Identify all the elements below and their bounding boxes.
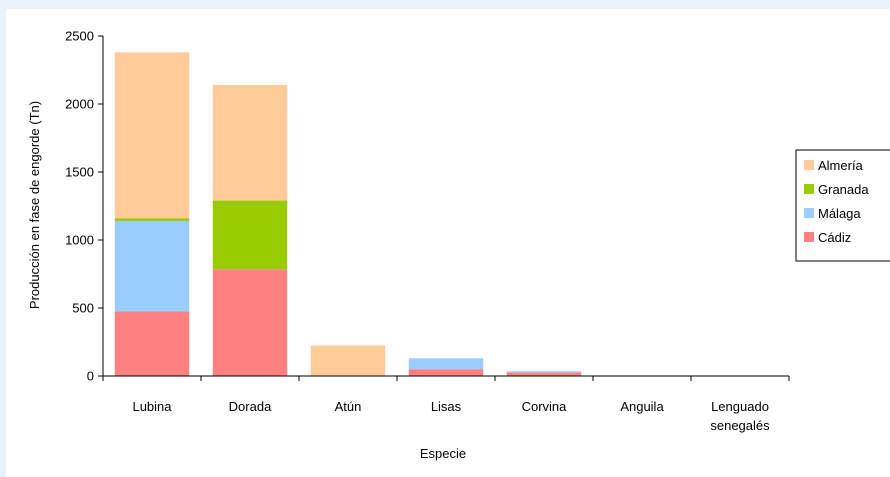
y-tick-label: 1000 [65,233,94,248]
x-tick-label: Lubina [132,399,172,414]
y-tick-label: 2000 [65,97,94,112]
y-tick-label: 0 [87,369,94,384]
bar-segment-malaga [506,371,582,373]
legend-swatch-almeria [804,160,814,170]
legend-swatch-granada [804,184,814,194]
bar-segment-cadiz [408,369,484,376]
chart-frame: 0 500 1000 1500 2000 2500 Lubina Dorada Atún Lisa… [6,9,890,477]
x-tick-label: Dorada [229,399,272,414]
bar-segment-cadiz [506,372,582,376]
legend-swatch-malaga [804,208,814,218]
y-tick-label: 500 [72,301,94,316]
y-tick-label: 2500 [65,29,94,44]
x-tick-label: Lisas [431,399,462,414]
bar-segment-cadiz [114,311,190,376]
x-tick-label: Atún [335,399,362,414]
x-tick-label: senegalés [710,418,770,433]
bar-segment-malaga [114,220,190,312]
legend-items: Almería Granada Málaga Cádiz [804,158,869,245]
y-axis-title: Producción en fase de engorde (Tn) [27,101,42,309]
axes-layer: 0 500 1000 1500 2000 2500 Lubina Dorada Atún Lisa… [65,29,790,433]
y-tick-label: 1500 [65,165,94,180]
x-tick-label: Anguila [620,399,664,414]
bar-segment-almeria [310,345,386,376]
x-tick-label: Corvina [522,399,568,414]
bar-segment-cadiz [212,269,288,376]
bar-segment-granada [114,218,190,221]
x-tick-label: Lenguado [711,399,769,414]
legend-swatch-cadiz [804,232,814,242]
legend-label-cadiz: Cádiz [818,230,851,245]
bar-segment-almeria [212,84,288,201]
stacked-bar-chart: 0 500 1000 1500 2000 2500 Lubina Dorada Atún Lisa… [27,29,890,461]
bar-segment-granada [212,200,288,270]
bar-segment-almeria [114,52,190,219]
bar-segment-malaga [408,358,484,370]
legend-label-malaga: Málaga [818,206,861,221]
legend-label-almeria: Almería [818,158,864,173]
legend: Almería Granada Málaga Cádiz [795,149,890,262]
legend-label-granada: Granada [818,182,869,197]
bars-layer [114,52,582,376]
x-axis-title: Especie [420,446,466,461]
